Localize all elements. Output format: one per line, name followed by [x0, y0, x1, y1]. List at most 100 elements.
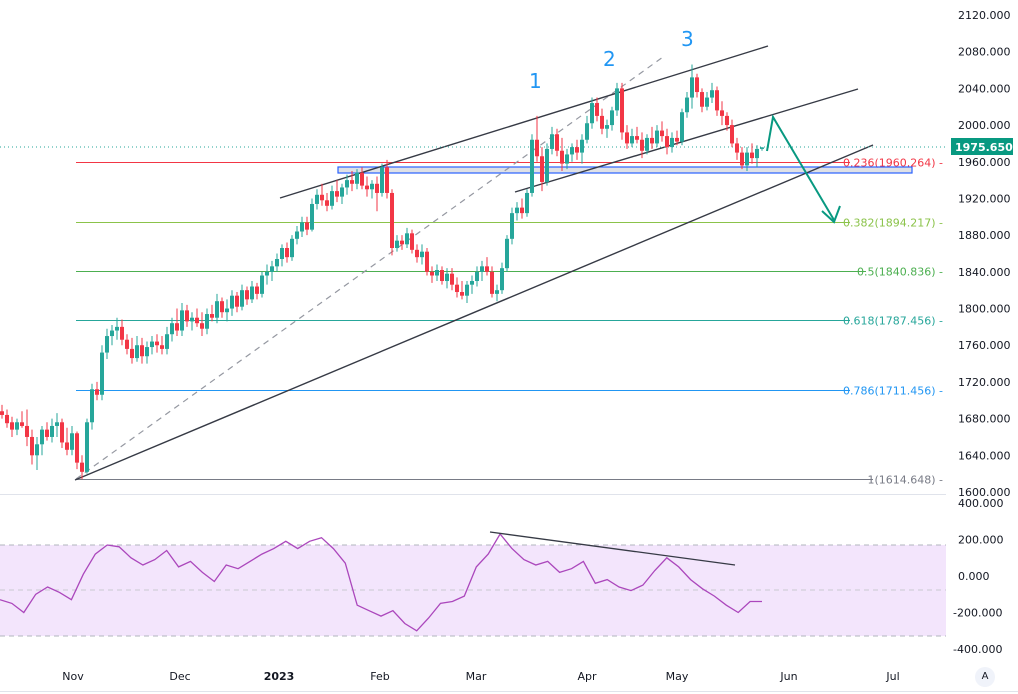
candle-up[interactable] — [165, 334, 169, 349]
candle-up[interactable] — [150, 341, 154, 348]
candle-up[interactable] — [280, 247, 284, 260]
candle-up[interactable] — [85, 422, 89, 472]
candle-down[interactable] — [160, 345, 164, 349]
candle-down[interactable] — [460, 292, 464, 296]
candle-down[interactable] — [555, 134, 559, 151]
candle-up[interactable] — [270, 266, 274, 272]
candle-down[interactable] — [415, 249, 419, 258]
candle-up[interactable] — [110, 330, 114, 337]
candle-down[interactable] — [140, 345, 144, 357]
candle-down[interactable] — [375, 183, 379, 193]
candle-down[interactable] — [0, 411, 4, 415]
candle-up[interactable] — [630, 136, 634, 144]
projection-path[interactable] — [766, 114, 835, 221]
candle-down[interactable] — [635, 136, 639, 140]
candle-up[interactable] — [225, 308, 229, 313]
candle-down[interactable] — [155, 341, 159, 346]
candle-up[interactable] — [70, 433, 74, 450]
candle-up[interactable] — [645, 137, 649, 151]
candle-down[interactable] — [735, 143, 739, 153]
candle-down[interactable] — [390, 192, 394, 248]
candle-up[interactable] — [585, 123, 589, 140]
candle-up[interactable] — [230, 295, 234, 309]
candle-up[interactable] — [680, 112, 684, 142]
candle-up[interactable] — [215, 301, 219, 318]
indicator-axis[interactable]: 400.000 200.000 0.000 -200.000 -400.000 — [953, 497, 1004, 656]
candle-up[interactable] — [545, 148, 549, 182]
candle-up[interactable] — [355, 172, 359, 184]
candle-up[interactable] — [745, 152, 749, 166]
candlestick-series[interactable] — [0, 64, 764, 480]
candle-up[interactable] — [610, 110, 614, 126]
candle-down[interactable] — [400, 240, 404, 245]
candle-up[interactable] — [50, 425, 54, 437]
candle-down[interactable] — [750, 152, 754, 159]
candle-up[interactable] — [605, 125, 609, 129]
candle-up[interactable] — [615, 88, 619, 111]
candle-down[interactable] — [350, 180, 354, 184]
candle-down[interactable] — [425, 251, 429, 272]
candle-up[interactable] — [295, 231, 299, 239]
candle-down[interactable] — [65, 442, 69, 450]
candle-up[interactable] — [260, 275, 264, 294]
candle-down[interactable] — [560, 150, 564, 164]
candle-up[interactable] — [495, 290, 499, 294]
candle-down[interactable] — [490, 271, 494, 294]
candle-down[interactable] — [725, 115, 729, 126]
candle-up[interactable] — [265, 271, 269, 276]
candle-down[interactable] — [245, 290, 249, 300]
inner-channel-line[interactable] — [514, 88, 859, 193]
candle-up[interactable] — [760, 147, 764, 149]
candle-up[interactable] — [35, 444, 39, 456]
candle-down[interactable] — [325, 200, 329, 206]
candle-down[interactable] — [255, 286, 259, 294]
candle-up[interactable] — [565, 154, 569, 164]
candle-up[interactable] — [310, 203, 314, 230]
candle-down[interactable] — [130, 348, 134, 359]
candle-down[interactable] — [45, 429, 49, 437]
candle-down[interactable] — [715, 90, 719, 111]
candle-up[interactable] — [100, 352, 104, 395]
auto-scale-button[interactable]: A — [975, 667, 995, 687]
candle-up[interactable] — [55, 422, 59, 426]
candle-down[interactable] — [455, 284, 459, 293]
candle-down[interactable] — [720, 110, 724, 116]
candle-down[interactable] — [25, 425, 29, 437]
candle-up[interactable] — [135, 345, 139, 359]
wave-label-2[interactable]: 2 — [603, 47, 616, 71]
candle-up[interactable] — [90, 389, 94, 423]
candle-up[interactable] — [525, 192, 529, 214]
candle-up[interactable] — [465, 284, 469, 296]
candle-down[interactable] — [695, 77, 699, 93]
candle-down[interactable] — [195, 317, 199, 324]
candle-down[interactable] — [520, 207, 524, 214]
candle-down[interactable] — [175, 323, 179, 331]
candle-down[interactable] — [700, 92, 704, 107]
candle-down[interactable] — [675, 137, 679, 142]
candle-down[interactable] — [740, 152, 744, 166]
candle-up[interactable] — [145, 347, 149, 357]
candle-down[interactable] — [650, 137, 654, 144]
candle-down[interactable] — [360, 172, 364, 186]
candle-up[interactable] — [480, 266, 484, 272]
candle-up[interactable] — [655, 130, 659, 144]
candle-down[interactable] — [80, 462, 84, 472]
candle-down[interactable] — [535, 139, 539, 157]
candle-up[interactable] — [510, 213, 514, 239]
lower-channel-line[interactable] — [74, 144, 874, 481]
candle-down[interactable] — [640, 139, 644, 151]
candle-down[interactable] — [60, 422, 64, 443]
price-axis[interactable]: 2120.000 2080.000 2040.000 2000.000 1960.000… — [958, 9, 1011, 499]
candle-down[interactable] — [450, 273, 454, 285]
candle-up[interactable] — [170, 323, 174, 335]
candle-down[interactable] — [210, 314, 214, 318]
candle-down[interactable] — [335, 191, 339, 197]
candle-down[interactable] — [285, 247, 289, 258]
candle-down[interactable] — [540, 156, 544, 182]
candle-up[interactable] — [500, 268, 504, 291]
candle-up[interactable] — [370, 183, 374, 190]
candle-down[interactable] — [20, 422, 24, 426]
candle-down[interactable] — [620, 88, 624, 133]
candle-up[interactable] — [515, 207, 519, 214]
candle-up[interactable] — [685, 97, 689, 113]
